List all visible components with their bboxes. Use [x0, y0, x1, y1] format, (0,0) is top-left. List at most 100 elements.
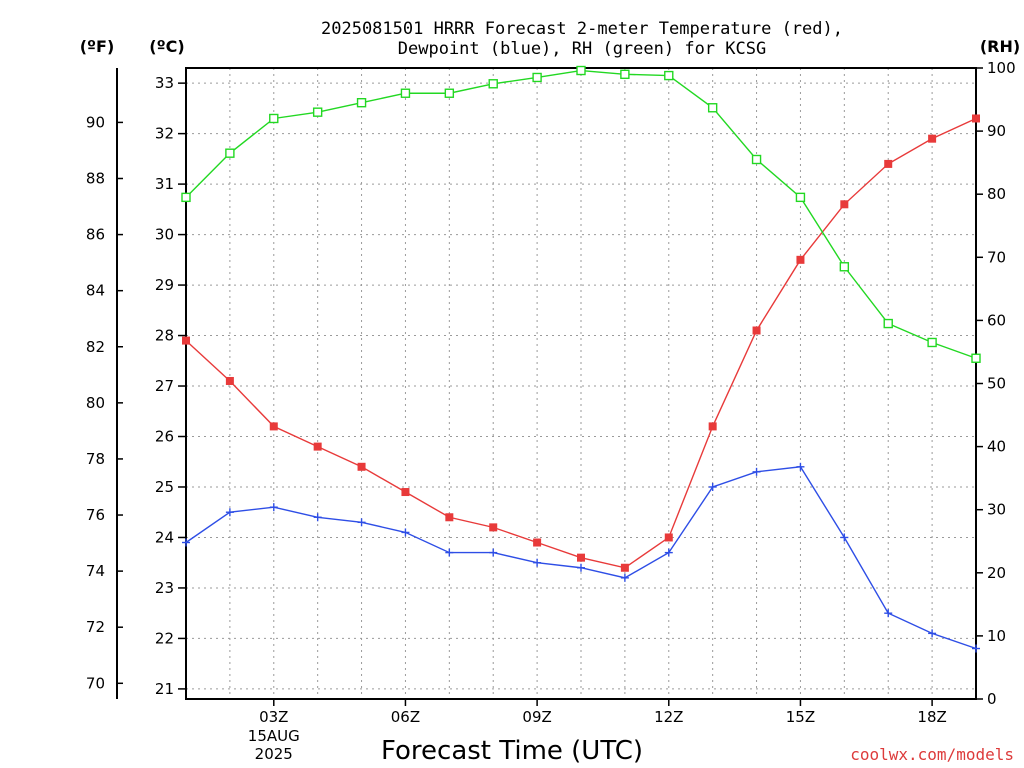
x-tick-label: 06Z — [391, 708, 420, 726]
plot-frame — [185, 67, 977, 700]
fahrenheit-tick-label: 74 — [86, 562, 105, 580]
temperature-point — [577, 553, 585, 562]
dewpoint-point — [357, 518, 366, 527]
x-tick-label: 15Z — [786, 708, 815, 726]
rh-point — [707, 103, 718, 113]
fahrenheit-tick-label: 84 — [86, 282, 105, 300]
rh-point — [971, 353, 981, 363]
rh-point — [312, 107, 323, 117]
temperature-point — [269, 422, 278, 431]
rh-tick-label: 90 — [987, 122, 1006, 140]
dewpoint-point — [182, 538, 190, 547]
fahrenheit-tick-label: 82 — [86, 338, 105, 356]
tick-labels: 21 22 23 24 25 26 27 28 29 30 31 32 33 70 72 74 76 78 80 82… — [86, 59, 1016, 763]
x-tick-label: 09Z — [522, 708, 551, 726]
rh-point — [444, 88, 455, 98]
celsius-tick-label: 23 — [155, 579, 174, 597]
rh-point — [576, 65, 586, 76]
temperature-point — [884, 159, 893, 168]
rh-point — [927, 337, 937, 348]
grid-lines — [186, 68, 976, 699]
temperature-point — [752, 326, 761, 335]
rh-tick-label: 10 — [987, 627, 1006, 645]
x-tick-sublabel: 2025 — [255, 745, 293, 763]
celsius-tick-label: 30 — [155, 226, 174, 244]
dewpoint-point — [577, 563, 585, 572]
rh-tick-label: 30 — [987, 501, 1006, 519]
dewpoint-point — [972, 644, 980, 653]
fahrenheit-tick-label: 80 — [86, 394, 105, 412]
rh-point — [795, 192, 806, 203]
temperature-point — [357, 462, 366, 471]
temperature-point — [533, 538, 542, 547]
dewpoint-point — [928, 629, 937, 638]
dewpoint-point — [533, 558, 542, 567]
dewpoint-point — [445, 548, 454, 557]
chart-axes — [116, 67, 983, 706]
rh-point — [181, 192, 191, 203]
temperature-point — [664, 533, 673, 542]
temperature-point — [489, 523, 498, 532]
temperature-point — [928, 134, 937, 143]
chart-title-line-2: Dewpoint (blue), RH (green) for KCSG — [398, 39, 766, 59]
celsius-axis-unit: (ºC) — [149, 37, 184, 56]
temperature-point — [182, 336, 190, 345]
temperature-point — [313, 442, 322, 451]
dewpoint-point — [796, 462, 805, 471]
rh-tick-label: 20 — [987, 564, 1006, 582]
celsius-tick-label: 32 — [155, 125, 174, 143]
dewpoint-point — [401, 528, 410, 537]
chart-title-line-1: 2025081501 HRRR Forecast 2-meter Tempera… — [321, 19, 843, 39]
dewpoint-point — [752, 467, 761, 476]
rh-point — [620, 69, 630, 80]
dewpoint-point — [884, 609, 893, 618]
fahrenheit-tick-label: 72 — [86, 618, 105, 636]
rh-tick-label: 0 — [987, 690, 997, 708]
celsius-tick-label: 29 — [155, 276, 174, 294]
temperature-point — [972, 114, 980, 123]
celsius-tick-label: 25 — [155, 478, 174, 496]
temperature-point — [445, 513, 454, 522]
x-tick-label: 12Z — [654, 708, 683, 726]
fahrenheit-tick-label: 70 — [86, 674, 105, 692]
rh-point — [532, 72, 542, 83]
rh-point — [400, 88, 411, 98]
rh-point — [883, 318, 893, 329]
rh-tick-label: 50 — [987, 375, 1006, 393]
celsius-tick-label: 21 — [155, 680, 174, 698]
temperature-point — [620, 563, 629, 572]
rh-point — [269, 113, 279, 124]
rh-point — [664, 70, 674, 81]
rh-tick-label: 100 — [987, 59, 1016, 77]
temperature-point — [840, 200, 849, 209]
rh-point — [225, 148, 235, 158]
celsius-tick-label: 27 — [155, 377, 174, 395]
dewpoint-point — [489, 548, 498, 557]
credit-text: coolwx.com/models — [850, 745, 1014, 764]
fahrenheit-tick-label: 76 — [86, 506, 105, 524]
rh-tick-label: 70 — [987, 248, 1006, 266]
rh-tick-label: 40 — [987, 438, 1006, 456]
rh-tick-label: 80 — [987, 185, 1006, 203]
dewpoint-point — [313, 513, 322, 522]
temperature-point — [225, 376, 234, 385]
rh-axis-unit: (RH) — [980, 37, 1020, 56]
celsius-tick-label: 31 — [155, 175, 174, 193]
x-tick-sublabel: 15AUG — [248, 727, 300, 745]
fahrenheit-tick-label: 86 — [86, 226, 105, 244]
dewpoint-point — [664, 548, 673, 557]
rh-point — [751, 154, 762, 165]
rh-point — [488, 79, 498, 89]
dewpoint-point — [840, 533, 849, 542]
x-tick-label: 03Z — [259, 708, 288, 726]
rh-point — [839, 262, 850, 272]
dewpoint-point — [225, 508, 234, 517]
rh-tick-label: 60 — [987, 311, 1006, 329]
dewpoint-point — [708, 482, 717, 491]
celsius-tick-label: 28 — [155, 327, 174, 345]
temperature-point — [401, 488, 410, 497]
temperature-point — [796, 255, 805, 264]
x-axis-title: Forecast Time (UTC) — [381, 736, 643, 766]
temperature-point — [708, 422, 717, 431]
